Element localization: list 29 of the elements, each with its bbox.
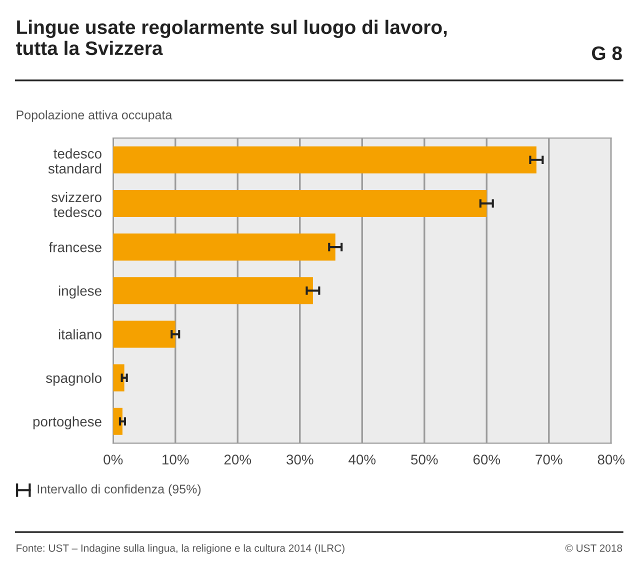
chart-title: Lingue usate regolarmente sul luogo di lavoro, tutta la Svizzera xyxy=(16,20,447,56)
bar xyxy=(113,364,124,392)
x-tick-label: 30% xyxy=(286,454,314,464)
x-tick-label: 60% xyxy=(473,454,500,464)
bar xyxy=(113,408,122,435)
y-tick-label: tedesco standard xyxy=(48,148,102,174)
bar xyxy=(113,277,313,304)
text: © UST 2018 xyxy=(565,544,622,552)
x-tick-label: 10% xyxy=(162,454,189,464)
x-tick-label: 70% xyxy=(536,454,562,464)
y-tick-label: portoghese xyxy=(33,416,102,430)
x-tick-label: 0% xyxy=(104,454,123,464)
x-tick-label: 80% xyxy=(598,454,625,464)
x-tick-label: 20% xyxy=(224,454,252,464)
source-note: Fonte: UST – Indagine sulla lingua, la religione e la cultura 2014 (ILRC) xyxy=(16,544,344,554)
bar xyxy=(113,320,176,348)
y-tick-label: inglese xyxy=(58,286,102,299)
x-tick-label: 40% xyxy=(348,454,376,464)
y-tick-label: italiano xyxy=(58,329,102,340)
bar xyxy=(113,234,336,261)
y-tick-label: svizzero tedesco xyxy=(51,192,102,218)
y-tick-label: spagnolo xyxy=(46,372,102,386)
chart-subtitle: Popolazione attiva occupata xyxy=(16,110,172,122)
y-tick-label: francese xyxy=(48,242,102,252)
x-tick-label: 50% xyxy=(411,454,438,464)
bar xyxy=(113,146,536,174)
text: Intervallo di confidenza (95%) xyxy=(38,484,201,496)
bar xyxy=(113,190,487,217)
text: G 8 xyxy=(592,46,622,60)
